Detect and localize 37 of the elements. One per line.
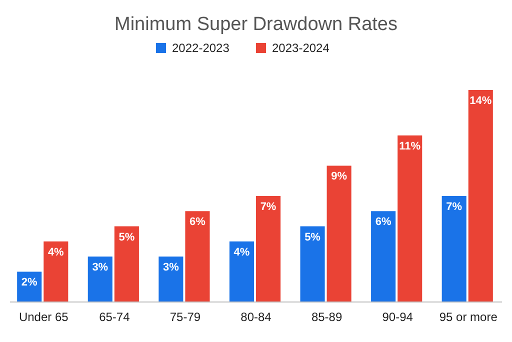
- data-label: 3%: [162, 262, 180, 274]
- bar: [114, 226, 139, 302]
- legend-label: 2023-2024: [272, 41, 330, 55]
- bar: [256, 196, 281, 302]
- data-label: 7%: [446, 201, 462, 213]
- data-label: 2%: [21, 276, 38, 289]
- bar: [229, 241, 254, 302]
- x-tick-label: 85-89: [311, 310, 342, 324]
- data-label: 11%: [399, 140, 421, 152]
- bar: [88, 256, 112, 302]
- x-tick-label: 65-74: [99, 310, 130, 324]
- x-tick-label: 95 or more: [439, 310, 498, 324]
- data-label: 7%: [260, 201, 276, 213]
- data-label: 5%: [304, 231, 321, 244]
- data-label: 14%: [470, 95, 492, 107]
- bar: [300, 226, 325, 302]
- x-tick-label: 75-79: [170, 310, 201, 324]
- bar: [158, 256, 184, 302]
- data-label: 3%: [92, 262, 108, 274]
- bar: [326, 166, 352, 302]
- data-label: 9%: [331, 170, 348, 183]
- bar: [468, 90, 493, 302]
- legend-label: 2022-2023: [172, 41, 230, 55]
- data-label: 5%: [118, 231, 135, 244]
- x-tick-label: 90-94: [382, 310, 414, 324]
- x-tick-label: Under 65: [18, 310, 69, 324]
- bar: [442, 196, 466, 302]
- data-label: 4%: [48, 246, 64, 258]
- x-tick-label: 80-84: [240, 310, 272, 324]
- bar: [44, 241, 68, 302]
- data-label: 4%: [234, 246, 250, 258]
- bar: [398, 135, 422, 302]
- data-label: 6%: [375, 216, 392, 228]
- bar: [371, 211, 396, 302]
- chart-title: Minimum Super Drawdown Rates: [114, 14, 398, 35]
- data-label: 6%: [190, 216, 206, 228]
- bar: [185, 211, 210, 302]
